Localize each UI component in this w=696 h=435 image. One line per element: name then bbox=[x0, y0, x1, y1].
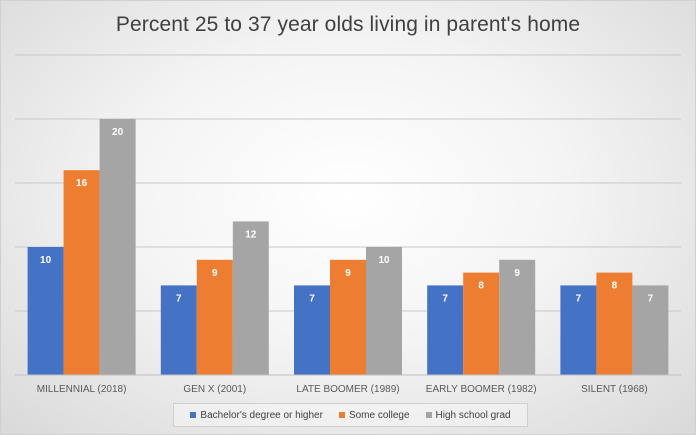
legend-swatch-some-college bbox=[338, 412, 345, 418]
bar bbox=[99, 119, 136, 375]
bar bbox=[427, 285, 464, 375]
bar bbox=[632, 285, 669, 375]
bar bbox=[596, 272, 633, 375]
legend-swatch-bachelors bbox=[190, 412, 197, 418]
category-label: EARLY BOOMER (1982) bbox=[426, 384, 537, 395]
bar bbox=[196, 259, 233, 375]
bar bbox=[160, 285, 197, 375]
bar bbox=[27, 247, 64, 375]
bar bbox=[366, 247, 402, 375]
legend-item-some-college: Some college bbox=[338, 409, 410, 421]
category-label: GEN X (2001) bbox=[183, 384, 246, 395]
bar bbox=[294, 285, 330, 375]
legend-label-high-school: High school grad bbox=[435, 409, 511, 421]
data-label: 8 bbox=[478, 281, 484, 292]
legend-item-bachelors: Bachelor's degree or higher bbox=[190, 410, 323, 421]
bar bbox=[560, 285, 597, 375]
data-label: 9 bbox=[212, 268, 218, 279]
legend-item-high-school: High school grad bbox=[425, 409, 511, 421]
data-label: 10 bbox=[40, 255, 52, 266]
category-label: LATE BOOMER (1989) bbox=[296, 384, 399, 395]
data-label: 7 bbox=[309, 293, 315, 304]
data-label: 12 bbox=[245, 229, 257, 240]
category-label: SILENT (1968) bbox=[581, 384, 648, 395]
data-label: 7 bbox=[442, 293, 448, 304]
chart-title: Percent 25 to 37 year olds living in par… bbox=[115, 13, 581, 36]
data-label: 20 bbox=[112, 127, 124, 138]
data-label: 10 bbox=[378, 255, 390, 266]
data-label: 16 bbox=[76, 178, 88, 189]
data-label: 7 bbox=[176, 293, 182, 304]
bar bbox=[232, 221, 269, 375]
data-label: 9 bbox=[514, 268, 520, 279]
category-label: MILLENNIAL (2018) bbox=[37, 384, 127, 395]
legend-label-some-college: Some college bbox=[348, 409, 410, 421]
legend-label-bachelors: Bachelor's degree or higher bbox=[200, 409, 323, 421]
bar bbox=[63, 170, 100, 375]
bar bbox=[499, 259, 536, 375]
legend-swatch-high-school bbox=[425, 412, 432, 418]
data-label: 7 bbox=[648, 293, 654, 304]
data-label: 9 bbox=[345, 268, 351, 279]
bar bbox=[463, 272, 500, 375]
bar bbox=[330, 259, 366, 375]
legend: Bachelor's degree or higher Some college… bbox=[173, 403, 528, 427]
data-label: 8 bbox=[612, 281, 618, 292]
data-label: 7 bbox=[576, 293, 582, 304]
